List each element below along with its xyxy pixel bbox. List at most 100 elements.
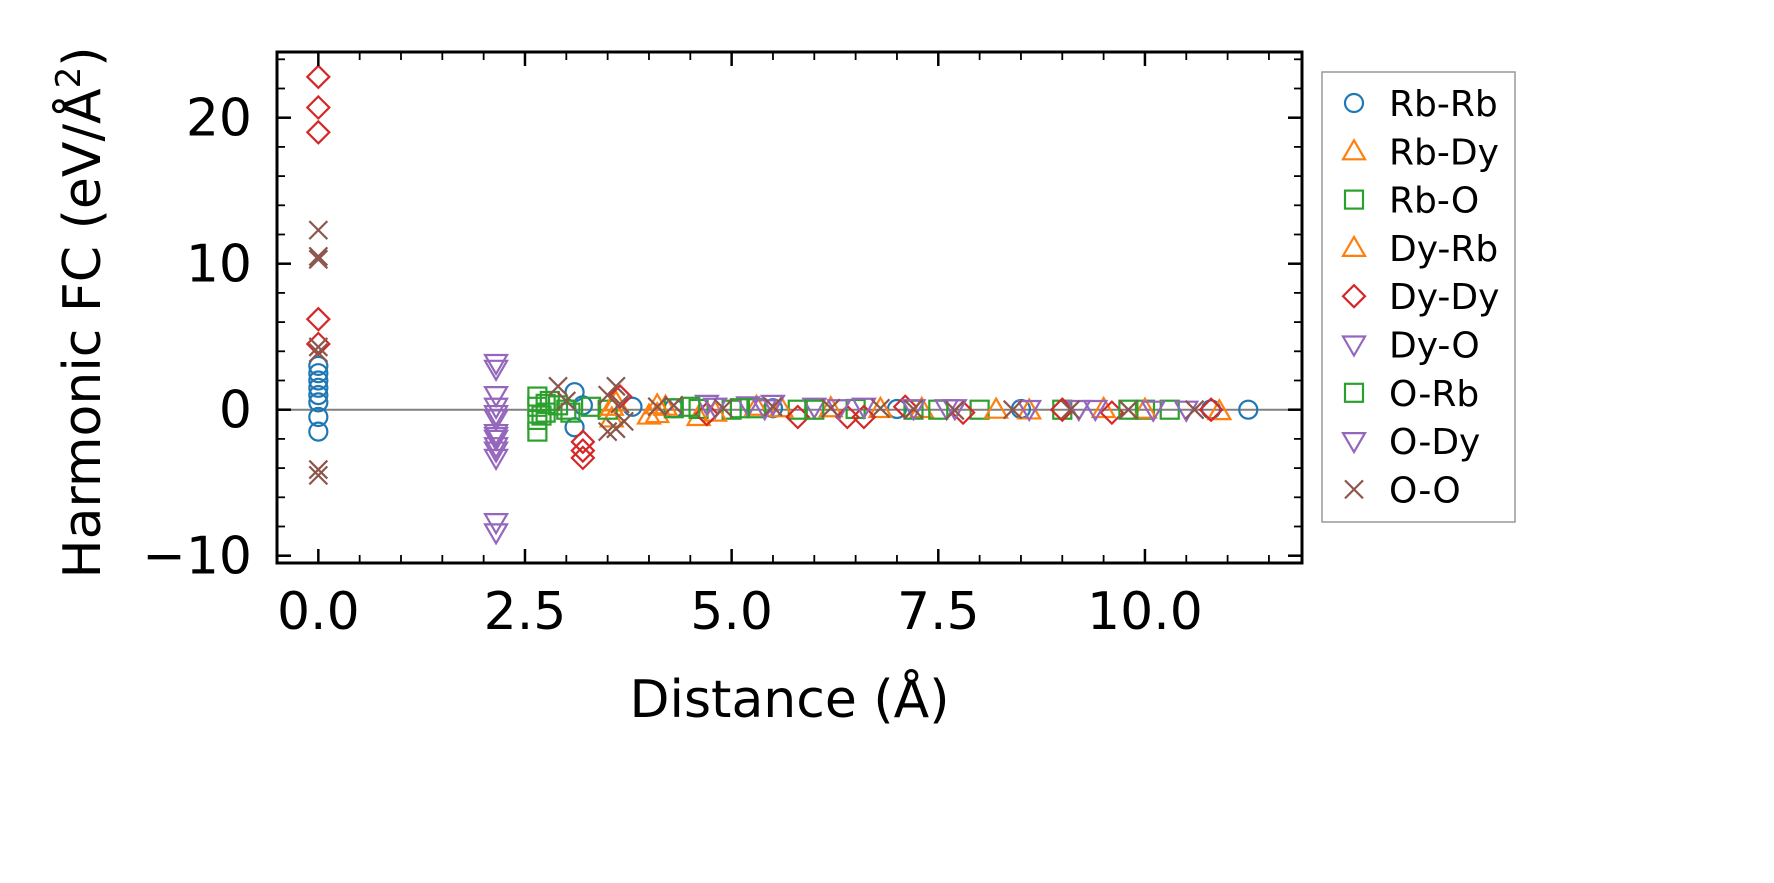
data-point-dy-o bbox=[850, 397, 877, 420]
data-point-o-o bbox=[606, 376, 626, 397]
data-point-o-rb bbox=[539, 390, 560, 412]
legend-label-dy-rb: Dy-Rb bbox=[1389, 229, 1498, 270]
x-tick-label: 2.5 bbox=[484, 582, 567, 642]
data-point-o-rb bbox=[680, 396, 701, 417]
data-point-o-dy bbox=[483, 404, 509, 428]
x-tick-label: 5.0 bbox=[690, 582, 773, 642]
legend-marker-o-dy bbox=[1341, 432, 1367, 455]
data-point-o-o bbox=[1002, 399, 1023, 420]
data-point-o-rb bbox=[1118, 399, 1139, 420]
x-tick-label: 7.5 bbox=[897, 582, 980, 642]
data-point-dy-o bbox=[483, 397, 509, 420]
data-point-rb-rb bbox=[308, 377, 329, 398]
x-tick-label: 0.0 bbox=[277, 582, 360, 642]
legend-box bbox=[1321, 71, 1516, 523]
data-point-dy-o bbox=[1082, 399, 1109, 423]
legend-label-rb-dy: Rb-Dy bbox=[1389, 132, 1499, 173]
y-tick-label: −10 bbox=[142, 527, 252, 587]
data-point-dy-o bbox=[760, 394, 786, 418]
data-point-dy-rb bbox=[644, 392, 671, 415]
data-point-o-o bbox=[308, 249, 329, 270]
data-point-o-rb bbox=[804, 399, 825, 420]
data-point-dy-dy bbox=[1198, 397, 1224, 423]
data-point-dy-dy bbox=[305, 94, 331, 121]
data-point-o-o bbox=[308, 342, 329, 363]
x-axis-title: Distance (Å) bbox=[629, 668, 949, 730]
legend: Rb-Rb Rb-Dy Rb-O Dy-Rb Dy-Dy Dy-O O-Rb O-Dy O-O bbox=[1321, 71, 1516, 523]
data-point-dy-rb bbox=[1132, 396, 1158, 419]
data-point-o-o bbox=[763, 397, 783, 417]
data-point-o-o bbox=[308, 337, 329, 357]
data-point-o-o bbox=[945, 400, 965, 421]
data-point-dy-dy bbox=[305, 119, 331, 145]
data-point-o-o bbox=[821, 398, 841, 419]
data-point-rb-rb bbox=[308, 406, 329, 428]
data-point-o-o bbox=[308, 465, 329, 486]
data-point-dy-o bbox=[900, 399, 927, 422]
data-point-o-o bbox=[1060, 399, 1081, 420]
y-axis-title-superscript: 2 bbox=[49, 67, 89, 89]
legend-label-rb-rb: Rb-Rb bbox=[1389, 84, 1498, 125]
data-point-rb-rb bbox=[308, 370, 329, 391]
data-point-dy-o bbox=[483, 429, 509, 453]
data-point-dy-o bbox=[693, 394, 720, 418]
y-axis-title: Harmonic FC (eV/Å2) bbox=[49, 46, 113, 578]
series-dy-o bbox=[483, 353, 1200, 546]
legend-marker-rb-rb bbox=[1343, 92, 1365, 114]
data-point-dy-o bbox=[483, 448, 509, 472]
legend-marker-o-rb bbox=[1343, 382, 1365, 403]
data-point-o-o bbox=[308, 459, 329, 480]
data-point-dy-dy bbox=[570, 438, 596, 464]
data-point-dy-o bbox=[483, 523, 509, 546]
data-point-o-o bbox=[556, 391, 577, 411]
data-point-dy-rb bbox=[867, 395, 894, 419]
data-point-o-o bbox=[647, 397, 668, 417]
data-point-o-dy bbox=[933, 399, 960, 422]
legend-marker-o-o bbox=[1344, 479, 1364, 500]
legend-label-dy-dy: Dy-Dy bbox=[1389, 277, 1499, 318]
data-point-dy-o bbox=[1016, 399, 1043, 423]
data-point-o-o bbox=[1118, 399, 1139, 420]
data-point-o-o bbox=[308, 220, 329, 240]
legend-marker-dy-dy bbox=[1341, 283, 1367, 309]
series-o-rb bbox=[531, 390, 1139, 426]
legend-marker-dy-o bbox=[1341, 335, 1367, 358]
series-o-o bbox=[308, 220, 1205, 486]
y-tick-label: 0 bbox=[219, 381, 252, 441]
data-point-dy-o bbox=[483, 353, 509, 377]
y-axis-title-close: ) bbox=[53, 46, 113, 66]
data-point-dy-dy bbox=[834, 404, 860, 430]
data-point-o-dy bbox=[1140, 400, 1167, 423]
data-point-dy-dy bbox=[305, 306, 331, 332]
data-point-rb-dy bbox=[743, 393, 770, 416]
data-point-rb-rb bbox=[308, 421, 329, 442]
data-point-rb-o bbox=[597, 399, 618, 420]
data-points-layer bbox=[305, 64, 1259, 546]
data-point-o-dy bbox=[483, 437, 509, 460]
data-point-rb-dy bbox=[817, 395, 844, 418]
data-point-o-o bbox=[614, 411, 634, 432]
data-point-dy-o bbox=[483, 386, 509, 409]
data-point-dy-rb bbox=[983, 396, 1010, 419]
data-point-rb-rb bbox=[308, 355, 329, 376]
data-point-o-o bbox=[870, 398, 891, 419]
axes-frame bbox=[275, 50, 1304, 565]
data-point-o-o bbox=[903, 399, 924, 419]
legend-label-o-o: O-O bbox=[1389, 470, 1461, 511]
y-tick-label: 20 bbox=[186, 89, 252, 149]
ticks-layer: 0.0 2.5 5.0 7.5 10.0 −10 0 10 20 bbox=[142, 52, 1302, 642]
data-point-rb-dy bbox=[1090, 395, 1117, 419]
data-point-dy-o bbox=[735, 396, 762, 419]
data-point-dy-o bbox=[483, 409, 509, 432]
data-point-o-o bbox=[663, 395, 684, 416]
legend-marker-dy-rb bbox=[1341, 234, 1367, 257]
data-point-rb-rb bbox=[308, 392, 329, 413]
data-point-o-o bbox=[1184, 399, 1205, 420]
data-point-dy-o bbox=[483, 359, 509, 383]
data-point-o-o bbox=[610, 394, 630, 414]
legend-marker-rb-o bbox=[1343, 189, 1365, 210]
data-point-o-o bbox=[713, 398, 734, 419]
data-point-dy-dy bbox=[570, 445, 596, 471]
legend-label-dy-o: Dy-O bbox=[1389, 326, 1480, 367]
